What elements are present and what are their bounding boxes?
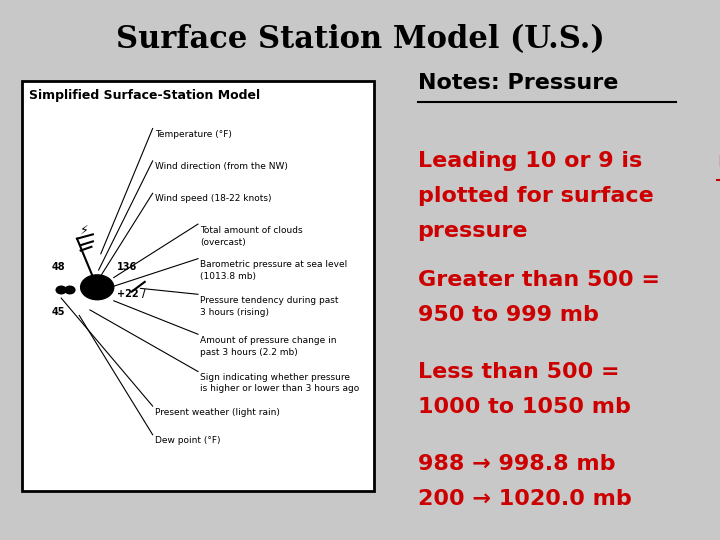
Text: 200 → 1020.0 mb: 200 → 1020.0 mb bbox=[418, 489, 631, 509]
Text: is higher or lower than 3 hours ago: is higher or lower than 3 hours ago bbox=[200, 384, 359, 394]
Text: 3 hours (rising): 3 hours (rising) bbox=[200, 308, 269, 317]
Text: 48: 48 bbox=[51, 262, 65, 272]
Text: (1013.8 mb): (1013.8 mb) bbox=[200, 272, 256, 281]
Text: (overcast): (overcast) bbox=[200, 238, 246, 247]
Text: 1000 to 1050 mb: 1000 to 1050 mb bbox=[418, 397, 631, 417]
Text: 950 to 999 mb: 950 to 999 mb bbox=[418, 305, 598, 325]
Circle shape bbox=[81, 275, 114, 300]
Text: ⚡: ⚡ bbox=[80, 224, 89, 237]
Text: plotted for surface: plotted for surface bbox=[418, 186, 653, 206]
Text: 45: 45 bbox=[51, 307, 65, 316]
Text: Dew point (°F): Dew point (°F) bbox=[155, 436, 220, 446]
Text: Pressure tendency during past: Pressure tendency during past bbox=[200, 296, 338, 305]
Text: 988 → 998.8 mb: 988 → 998.8 mb bbox=[418, 454, 615, 474]
Text: pressure: pressure bbox=[418, 221, 528, 241]
Text: Barometric pressure at sea level: Barometric pressure at sea level bbox=[200, 260, 348, 269]
Text: 136: 136 bbox=[117, 262, 138, 272]
Text: past 3 hours (2.2 mb): past 3 hours (2.2 mb) bbox=[200, 348, 298, 357]
Text: +22 /: +22 / bbox=[117, 289, 146, 299]
Bar bbox=[22, 81, 374, 491]
Circle shape bbox=[65, 286, 75, 294]
Text: Notes: Pressure: Notes: Pressure bbox=[418, 73, 618, 93]
Text: Present weather (light rain): Present weather (light rain) bbox=[155, 408, 279, 417]
Circle shape bbox=[56, 286, 66, 294]
Text: Simplified Surface-Station Model: Simplified Surface-Station Model bbox=[29, 89, 260, 102]
Text: Wind speed (18-22 knots): Wind speed (18-22 knots) bbox=[155, 194, 271, 204]
Text: Less than 500 =: Less than 500 = bbox=[418, 362, 619, 382]
Text: Temperature (°F): Temperature (°F) bbox=[155, 130, 232, 139]
Text: Amount of pressure change in: Amount of pressure change in bbox=[200, 336, 337, 345]
Text: Sign indicating whether pressure: Sign indicating whether pressure bbox=[200, 373, 350, 382]
Text: Wind direction (from the NW): Wind direction (from the NW) bbox=[155, 162, 288, 171]
Text: Greater than 500 =: Greater than 500 = bbox=[418, 270, 660, 290]
Text: Surface Station Model (U.S.): Surface Station Model (U.S.) bbox=[116, 24, 604, 55]
Text: Total amount of clouds: Total amount of clouds bbox=[200, 226, 303, 235]
Text: Leading 10 or 9 is: Leading 10 or 9 is bbox=[418, 151, 649, 171]
Text: not: not bbox=[717, 151, 720, 171]
